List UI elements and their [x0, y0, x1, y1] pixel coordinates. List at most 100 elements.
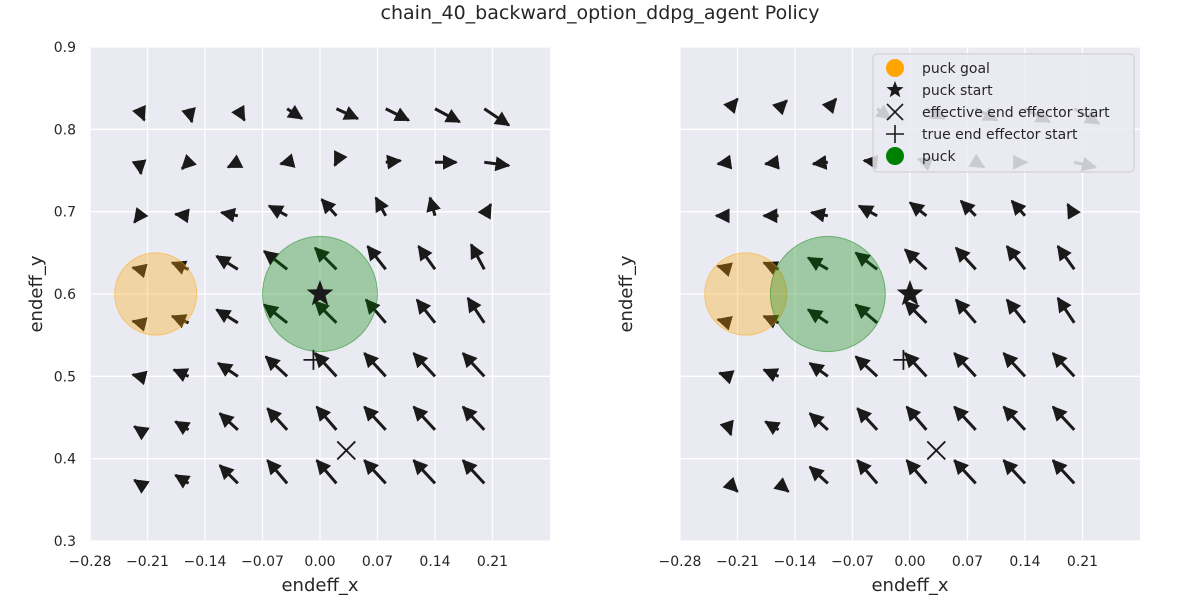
policy-arrow — [811, 154, 829, 170]
policy-arrow — [170, 260, 190, 275]
policy-arrow — [461, 352, 486, 378]
effective-end-effector-start-marker — [926, 440, 946, 461]
policy-arrow — [466, 296, 486, 324]
policy-arrow — [216, 361, 239, 378]
y-tick-label: 0.8 — [54, 122, 76, 138]
policy-arrow — [266, 407, 289, 431]
policy-arrow — [477, 202, 493, 220]
policy-arrow — [218, 464, 239, 485]
legend-marker-effective-end-effector-start — [886, 103, 904, 121]
policy-arrow — [905, 405, 928, 431]
policy-arrow — [181, 107, 196, 124]
y-tick-label: 0.9 — [54, 40, 76, 56]
policy-arrow — [809, 207, 829, 223]
policy-arrow — [903, 352, 928, 378]
policy-arrow — [335, 106, 360, 120]
policy-arrow — [764, 420, 781, 436]
policy-arrow — [904, 300, 928, 324]
y-axis-label: endeff_y — [26, 255, 47, 332]
policy-arrow — [1056, 245, 1076, 271]
policy-arrow — [1051, 405, 1076, 431]
policy-arrow — [808, 361, 829, 378]
policy-arrow — [1002, 405, 1027, 431]
x-tick-label: 0.07 — [952, 554, 983, 570]
true-end-effector-start-marker — [303, 349, 324, 370]
x-tick-label: 0.00 — [304, 554, 335, 570]
policy-arrow — [174, 420, 191, 436]
legend-marker-true-end-effector-start — [886, 125, 904, 143]
policy-arrow — [483, 107, 511, 127]
policy-arrow — [1051, 459, 1076, 485]
policy-arrow — [773, 477, 790, 493]
x-tick-label: −0.28 — [659, 554, 702, 570]
puck-start-marker — [896, 280, 924, 306]
x-tick-label: 0.21 — [1067, 554, 1098, 570]
policy-arrow — [174, 473, 191, 489]
policy-arrow — [366, 245, 387, 271]
policy-arrow — [173, 208, 190, 224]
x-axis-label: endeff_x — [871, 575, 948, 596]
policy-arrow — [856, 459, 879, 485]
policy-arrow — [908, 201, 928, 217]
x-tick-label: −0.28 — [69, 554, 112, 570]
figure-title: chain_40_backward_option_ddpg_agent Poli… — [381, 2, 820, 24]
policy-arrow — [131, 159, 147, 176]
policy-arrow — [172, 368, 190, 383]
policy-arrow — [262, 303, 289, 324]
y-tick-label: 0.7 — [54, 205, 76, 221]
policy-arrow — [808, 412, 829, 431]
policy-arrow — [286, 104, 304, 120]
x-tick-label: 0.14 — [419, 554, 450, 570]
policy-arrow — [469, 243, 486, 271]
policy-arrow — [231, 104, 246, 122]
policy-arrow — [417, 245, 437, 271]
x-tick-label: −0.07 — [241, 554, 284, 570]
puck-goal-circle — [114, 252, 198, 336]
legend-marker-puck-goal — [886, 59, 904, 77]
x-axis-label: endeff_x — [281, 575, 358, 596]
policy-arrow — [415, 298, 437, 324]
policy-arrow — [1056, 296, 1076, 324]
policy-arrow — [266, 459, 289, 485]
policy-arrow — [315, 459, 338, 485]
policy-arrow — [763, 154, 780, 170]
y-tick-label: 0.3 — [54, 534, 76, 550]
policy-arrow — [854, 303, 879, 324]
puck-start-marker — [306, 280, 334, 306]
policy-arrow — [762, 314, 780, 329]
policy-arrow — [133, 425, 150, 441]
policy-arrow — [954, 298, 977, 324]
policy-arrow — [131, 263, 148, 279]
policy-arrow — [857, 204, 878, 219]
legend-label: puck start — [922, 83, 993, 99]
legend-marker-puck — [886, 147, 904, 165]
policy-arrow — [314, 246, 338, 271]
policy-arrow — [718, 370, 735, 385]
policy-arrow — [903, 248, 928, 271]
policy-arrow — [412, 352, 437, 378]
x-tick-label: −0.21 — [126, 554, 169, 570]
policy-arrow — [953, 405, 977, 431]
policy-arrow — [385, 154, 402, 170]
policy-arrow — [131, 317, 148, 332]
policy-arrow — [953, 352, 977, 378]
policy-arrow — [771, 99, 788, 116]
puck-circle — [769, 235, 886, 353]
policy-arrow — [461, 405, 486, 431]
policy-arrow — [215, 254, 239, 271]
policy-arrow — [854, 251, 879, 271]
policy-arrow — [959, 199, 977, 217]
policy-arrow — [262, 250, 289, 271]
legend-box — [872, 53, 1135, 173]
policy-panel-left: −0.28 −0.21 −0.14 −0.07 0.00 0.07 0.14 0.21 0.3 0… — [26, 40, 550, 596]
legend-label: puck — [922, 149, 956, 165]
policy-arrow — [905, 459, 928, 485]
legend-label: puck goal — [922, 61, 990, 77]
policy-arrow — [1002, 459, 1027, 485]
policy-arrow — [1005, 245, 1027, 271]
effective-end-effector-start-marker — [336, 440, 356, 461]
policy-arrow — [1010, 199, 1027, 217]
policy-arrow — [808, 465, 829, 485]
policy-arrow — [180, 153, 197, 170]
